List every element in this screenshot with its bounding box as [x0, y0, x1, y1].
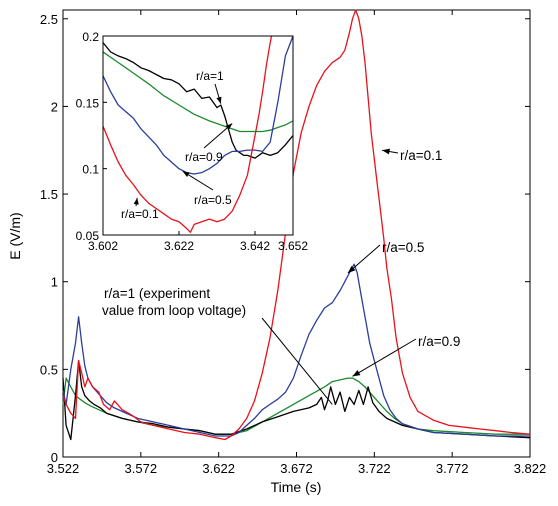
inset-y-ticks: 0.05 0.1 0.15 0.2	[76, 30, 107, 243]
annotation-arrow-line	[352, 338, 417, 377]
series-line-r-a-0-1	[62, 9, 531, 441]
y-tick-label: 0	[51, 450, 58, 465]
inset-x-tick-label: 3.622	[164, 239, 194, 253]
main-annotations: r/a=0.1 r/a=0.5 r/a=0.9 r/a=1 (experiment va…	[102, 148, 460, 405]
inset-annotation-label: r/a=0.5	[194, 193, 232, 207]
annotation-label: value from loop voltage)	[102, 303, 246, 318]
inset-series-line-r-a-0-1	[103, 36, 273, 233]
inset-y-tick-label: 0.15	[76, 96, 100, 110]
inset-plot-frame	[102, 35, 294, 236]
inset-plot: 3.602 3.622 3.642 3.652 0.05 0.1 0.15 0.2 r/a=…	[76, 30, 309, 253]
x-tick-label: 3.722	[358, 461, 391, 476]
inset-annotation-arrow-head	[225, 123, 233, 130]
x-tick-label: 3.822	[514, 461, 547, 476]
main-series	[62, 9, 531, 441]
annotation-arrow-head	[347, 265, 356, 273]
x-tick-label: 3.522	[47, 461, 80, 476]
annotation-label: r/a=0.1	[400, 148, 442, 163]
inset-annotation-label: r/a=1	[196, 69, 224, 83]
x-axis-title: Time (s)	[271, 479, 322, 495]
x-tick-label: 3.572	[125, 461, 158, 476]
series-line-r-a-1	[62, 359, 531, 441]
inset-annotation-arrow-head	[133, 197, 139, 205]
annotation-arrow-head	[352, 370, 361, 377]
inset-x-ticks: 3.602 3.622 3.642 3.652	[88, 231, 308, 253]
inset-x-tick-label: 3.602	[88, 239, 118, 253]
inset-x-tick-label: 3.642	[240, 239, 270, 253]
annotation-leader-line	[261, 317, 333, 405]
series-line-r-a-0-5	[62, 263, 530, 437]
annotation-arrow-head	[382, 148, 390, 155]
y-tick-label: 0.5	[40, 362, 58, 377]
inset-annotations: r/a=1 r/a=0.9 r/a=0.5 r/a=0.1	[121, 69, 233, 221]
y-axis-title: E (V/m)	[7, 212, 23, 259]
inset-annotation-label: r/a=0.1	[121, 207, 159, 221]
y-tick-label: 2.5	[40, 12, 58, 27]
inset-y-tick-label: 0.2	[82, 30, 99, 44]
inset-annotation-arrow-head	[182, 171, 190, 177]
inset-annotation-arrow-head	[216, 96, 222, 104]
inset-plot-background	[102, 35, 294, 236]
inset-y-tick-label: 0.05	[76, 229, 100, 243]
inset-series-line-r-a-0-5	[103, 36, 293, 175]
y-tick-label: 1	[51, 275, 58, 290]
inset-y-tick-label: 0.1	[82, 163, 99, 177]
inset-x-tick-label: 3.652	[278, 239, 308, 253]
x-tick-label: 3.622	[202, 461, 235, 476]
annotation-label: r/a=0.5	[382, 240, 424, 255]
inset-annotation-label: r/a=0.9	[185, 150, 223, 164]
series-line-r-a-0-9	[62, 377, 530, 435]
x-tick-label: 3.672	[280, 461, 313, 476]
y-tick-label: 2	[51, 99, 58, 114]
inset-series-line-r-a-1	[103, 42, 293, 159]
main-y-ticks: 0 0.5 1 1.5 2 2.5	[40, 12, 530, 465]
y-tick-label: 1.5	[40, 187, 58, 202]
x-tick-label: 3.772	[436, 461, 469, 476]
main-plot: 3.522 3.572 3.622 3.672 3.722 3.772 3.822 0 0.5…	[7, 9, 547, 495]
annotation-label: r/a=1 (experiment	[104, 286, 210, 301]
annotation-label: r/a=0.9	[418, 334, 460, 349]
main-x-ticks: 3.522 3.572 3.622 3.672 3.722 3.772 3.822	[47, 10, 547, 476]
